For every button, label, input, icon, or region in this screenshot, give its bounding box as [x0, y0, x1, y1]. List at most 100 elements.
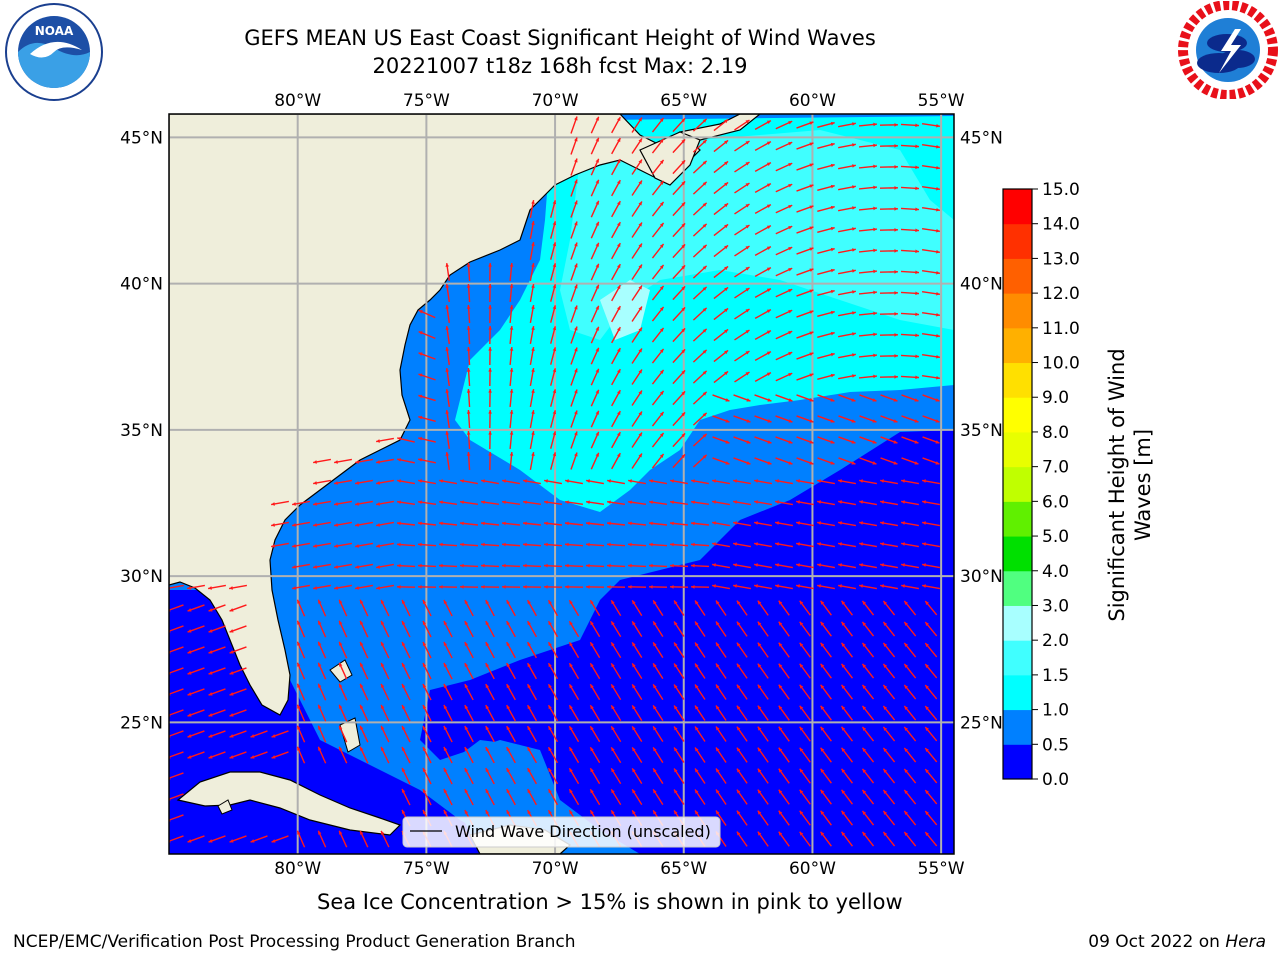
wave-arrow-head [381, 641, 385, 646]
wave-arrow-head [872, 419, 877, 423]
wave-arrow-head [695, 600, 699, 605]
wave-arrow-head [809, 268, 814, 272]
wave-arrow-head [632, 621, 636, 626]
wave-arrow-head [799, 768, 804, 773]
wave-arrow-head [229, 650, 234, 654]
wave-arrow-head [809, 440, 814, 444]
lon-tick-label-bottom: 65°W [660, 859, 707, 879]
wave-arrow-head [670, 500, 674, 505]
wave-arrow-head [292, 502, 296, 506]
wave-arrow-head [509, 263, 514, 267]
wave-arrow-head [632, 663, 636, 668]
wave-arrow-head [544, 479, 548, 483]
wave-arrow-head [778, 663, 783, 668]
wave-arrow-head [841, 831, 846, 836]
wave-arrow-head [297, 599, 301, 604]
wave-arrow-head [695, 789, 699, 794]
wave-arrow-head [617, 285, 621, 290]
wave-arrow-head [488, 452, 492, 456]
wave-arrow-head [443, 599, 448, 604]
wave-arrow-head [788, 268, 793, 272]
wave-arrow-head [796, 584, 800, 588]
wave-arrow-head [766, 120, 771, 124]
wave-arrow-head [506, 642, 510, 647]
wave-arrow-head [901, 500, 905, 504]
wave-arrow-head [894, 333, 898, 337]
wave-arrow-head [565, 563, 569, 568]
wave-arrow-head [830, 163, 835, 168]
wave-arrow-head [653, 726, 657, 731]
wave-arrow-head [574, 242, 578, 247]
wave-arrow-head [670, 542, 674, 547]
wave-arrow-head [883, 663, 888, 668]
wave-arrow-head [935, 419, 940, 423]
wave-arrow-head [820, 663, 825, 668]
wave-arrow-head [611, 621, 615, 626]
wave-arrow-head [767, 440, 772, 444]
wave-arrow-head [922, 542, 926, 546]
wave-arrow-head [841, 705, 846, 710]
wave-arrow-head [775, 542, 779, 546]
wave-arrow-head [681, 286, 686, 291]
wave-arrow-head [418, 373, 423, 377]
wave-arrow-head [485, 642, 490, 647]
wave-arrow-head [799, 810, 804, 815]
wave-arrow-head [595, 221, 599, 226]
wave-arrow-head [574, 326, 578, 331]
wave-arrow-head [574, 158, 578, 163]
wave-arrow-head [715, 663, 720, 668]
wave-arrow-head [681, 433, 686, 438]
wave-arrow-head [229, 671, 234, 675]
wave-arrow-head [757, 663, 762, 668]
wave-arrow-head [830, 331, 835, 336]
wave-arrow-head [360, 599, 364, 604]
wave-arrow-head [894, 207, 898, 211]
wave-arrow-head [778, 747, 783, 752]
wave-arrow-head [334, 523, 338, 527]
footer-credit: NCEP/EMC/Verification Post Processing Pr… [13, 932, 576, 952]
wave-arrow-head [736, 768, 741, 773]
wave-arrow-head [757, 768, 762, 773]
wave-arrow-head [506, 600, 510, 605]
wave-arrow-head [531, 305, 535, 309]
wave-arrow-head [862, 621, 867, 626]
wave-arrow-head [862, 789, 867, 794]
wave-arrow-head [460, 500, 464, 505]
wave-arrow-head [830, 205, 835, 210]
wave-arrow-head [715, 768, 720, 773]
wave-arrow-head [208, 755, 213, 759]
wave-arrow-head [691, 479, 695, 483]
colorbar-tick-label: 6.0 [1042, 492, 1069, 512]
wave-arrow-head [745, 120, 750, 124]
wave-arrow-head [745, 225, 750, 229]
wave-arrow-head [894, 165, 898, 169]
wave-arrow-head [936, 270, 940, 275]
wave-arrow-head [817, 584, 821, 588]
wave-arrow-head [527, 768, 531, 773]
wave-arrow-head [595, 452, 599, 457]
wave-arrow-head [552, 326, 557, 331]
wave-arrow-head [788, 310, 793, 314]
wave-arrow-head [187, 629, 192, 633]
wave-arrow-head [778, 600, 783, 605]
wave-arrow-head [485, 768, 490, 773]
wave-arrow-head [775, 479, 779, 483]
wave-arrow-head [297, 704, 301, 709]
wave-arrow-head [485, 726, 490, 731]
wave-arrow-head [691, 563, 695, 568]
wave-arrow-head [481, 542, 485, 547]
wave-arrow-head [617, 243, 621, 248]
wave-arrow-head [574, 305, 578, 310]
wave-arrow-head [788, 247, 793, 251]
wave-arrow-head [754, 500, 758, 504]
wave-arrow-head [872, 440, 877, 444]
wave-arrow-head [872, 398, 877, 402]
wave-arrow-head [796, 521, 800, 525]
wave-arrow-head [531, 347, 535, 351]
wave-arrow-head [695, 642, 699, 647]
wave-arrow-head [817, 542, 821, 546]
lat-tick-label-left: 45°N [120, 128, 163, 148]
wave-arrow-head [595, 410, 599, 415]
wave-arrow-head [745, 162, 750, 166]
wave-arrow-head [381, 599, 385, 604]
